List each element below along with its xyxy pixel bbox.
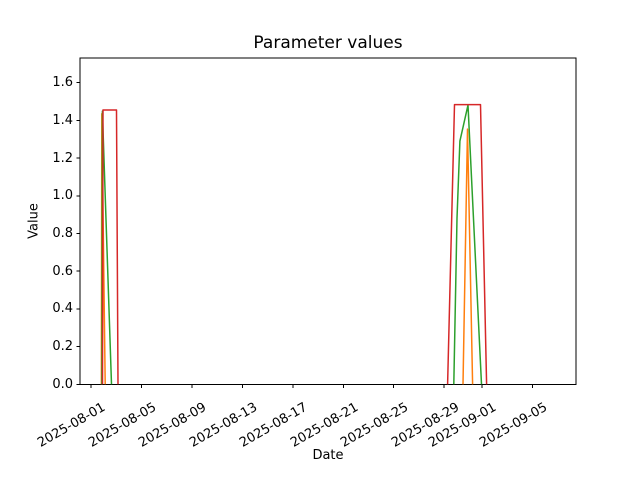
y-tick-label: 0.6 xyxy=(52,263,73,279)
y-tick-label: 1.6 xyxy=(52,75,73,91)
y-tick-label: 0.2 xyxy=(52,339,73,355)
y-tick-label: 0.4 xyxy=(52,301,73,317)
series-line-red-series xyxy=(446,103,488,385)
y-tick-label: 0.0 xyxy=(52,376,73,392)
series-line-green-series xyxy=(453,104,483,385)
y-tick-label: 1.4 xyxy=(52,112,73,128)
x-axis-label: Date xyxy=(312,448,344,463)
series-line-orange-series xyxy=(462,128,474,385)
y-tick-label: 0.8 xyxy=(52,225,73,241)
y-tick-label: 1.0 xyxy=(52,188,73,204)
y-tick-label: 1.2 xyxy=(52,150,73,166)
chart-title: Parameter values xyxy=(253,33,403,53)
plot-frame xyxy=(79,57,577,385)
series-line-red-series xyxy=(101,109,119,385)
